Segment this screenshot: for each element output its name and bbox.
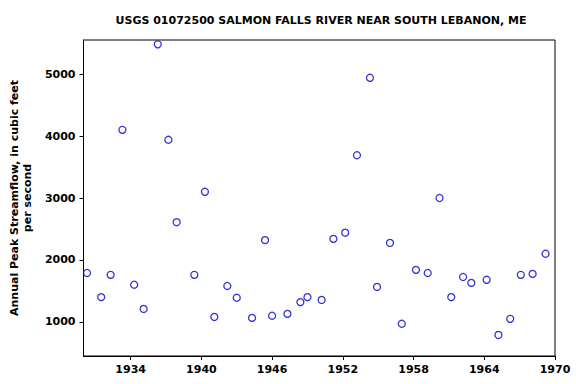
svg-text:1946: 1946	[257, 363, 288, 376]
svg-text:1952: 1952	[328, 363, 359, 376]
svg-text:3000: 3000	[45, 192, 76, 205]
svg-text:Annual Peak Streamflow, in cub: Annual Peak Streamflow, in cubic feet	[8, 80, 21, 316]
svg-text:1934: 1934	[115, 363, 146, 376]
svg-text:1964: 1964	[469, 363, 500, 376]
svg-text:per second: per second	[21, 164, 34, 232]
svg-text:4000: 4000	[45, 130, 76, 143]
svg-text:1000: 1000	[45, 315, 76, 328]
svg-text:2000: 2000	[45, 253, 76, 266]
svg-text:1940: 1940	[186, 363, 217, 376]
svg-text:5000: 5000	[45, 68, 76, 81]
svg-text:1970: 1970	[540, 363, 571, 376]
svg-text:USGS 01072500 SALMON FALLS RIV: USGS 01072500 SALMON FALLS RIVER NEAR SO…	[116, 14, 527, 27]
svg-text:1958: 1958	[398, 363, 429, 376]
